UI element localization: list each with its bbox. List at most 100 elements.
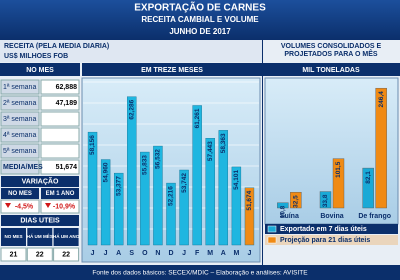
week-label: 2ª semana [3, 100, 36, 107]
bar [244, 187, 255, 246]
x-tick-label: A [116, 250, 121, 257]
days-label: HÁ UM ANO [53, 233, 80, 239]
days-value: 21 [10, 251, 18, 258]
footer: Fonte dos dados básicos: SECEX/MDIC – El… [92, 270, 308, 277]
x-tick-label: Bovina [320, 213, 343, 220]
value-label: 32,5 [293, 195, 300, 208]
avg-label: MEDIA/MES [3, 164, 43, 171]
bar [362, 167, 374, 209]
bar [153, 145, 163, 246]
bar [205, 138, 215, 246]
trend-head [82, 63, 262, 76]
x-tick-label: M [207, 250, 213, 257]
down-arrow [5, 203, 11, 208]
chart-title: VOLUMES CONSOLIDADOS E PROJETADOS PARA O… [280, 43, 382, 58]
legend-bg [265, 224, 398, 234]
revenue-unit: US$ MILHOES FOB [4, 53, 68, 60]
days-value: 22 [62, 251, 70, 258]
footer-bg [0, 265, 400, 280]
left-head [0, 40, 262, 62]
x-tick-label: J [248, 250, 252, 257]
days-cell [26, 247, 53, 262]
chart-subtitle: MIL TONELADAS [302, 67, 360, 74]
value-label: 54,960 [102, 162, 109, 182]
value-label: 57,443 [207, 141, 214, 161]
value-cell [40, 127, 80, 143]
value-label: 246,4 [378, 91, 385, 108]
week-cell [0, 79, 40, 95]
legend-swatch [267, 236, 277, 244]
var-sub [41, 188, 79, 199]
days-label: NO MES [4, 234, 22, 239]
bar [113, 172, 124, 246]
days-sub [27, 228, 53, 246]
x-tick-label: N [155, 250, 160, 257]
bar [277, 202, 289, 209]
value-label: 53,742 [181, 173, 188, 193]
legend-bg [265, 235, 398, 245]
value-label: 61,261 [194, 108, 201, 128]
var-title: VARIAÇÃO [22, 176, 59, 185]
bar [166, 182, 176, 246]
avg-value-cell [40, 159, 80, 175]
week-cell [0, 111, 40, 127]
x-tick-label: J [182, 250, 186, 257]
avg-cell [0, 159, 40, 175]
subtitle: RECEITA CAMBIAL E VOLUME [141, 15, 259, 24]
value-cell [40, 79, 80, 95]
bar [290, 191, 302, 209]
value-cell [40, 95, 80, 111]
var-value: -4,5% [15, 203, 34, 210]
var-head [1, 176, 79, 187]
var-label: NO MES [8, 191, 32, 197]
x-tick-label: S [129, 250, 134, 257]
days-head [1, 215, 79, 226]
week-cell [0, 143, 40, 159]
header-bg [0, 0, 400, 40]
week-label: 1ª semana [3, 84, 36, 91]
bar [192, 105, 202, 246]
revenue-title: RECEITA (PELA MEDIA DIARIA) [4, 43, 109, 50]
days-cell [0, 247, 27, 262]
value-label: 10,8 [280, 205, 287, 218]
value-label: 33,8 [322, 194, 329, 207]
date: JUNHO DE 2017 [169, 27, 231, 36]
x-tick-label: O [142, 250, 148, 257]
week-label: 5ª semana [3, 148, 36, 155]
week-label: 4ª semana [3, 132, 36, 139]
value-label: 58,363 [220, 133, 227, 153]
bar [332, 158, 345, 209]
x-tick-label: J [91, 250, 95, 257]
week-value: 62,888 [56, 84, 78, 91]
value-label: 52,216 [168, 186, 175, 206]
value-label: 55,833 [142, 155, 149, 175]
bar [231, 166, 242, 246]
volume-head [263, 63, 400, 76]
x-tick-label: J [104, 250, 108, 257]
value-label: 62,286 [128, 99, 135, 119]
days-title: DIAS UTEIS [20, 217, 60, 224]
value-label: 51,674 [246, 190, 253, 210]
week-value: 47,189 [56, 100, 78, 107]
bar [375, 87, 387, 209]
value-label: 101,5 [335, 161, 342, 178]
x-tick-label: De frango [358, 213, 391, 220]
bar [179, 169, 189, 246]
bar [87, 131, 98, 246]
week-cell [0, 95, 40, 111]
bar [319, 191, 332, 209]
x-tick-label: Suína [280, 213, 299, 220]
legend-label: Projeção para 21 dias úteis [280, 237, 370, 244]
week-cell [0, 127, 40, 143]
legend-swatch [267, 225, 277, 233]
days-sub [53, 228, 79, 246]
month-head [0, 63, 80, 76]
chart-title: EM TREZE MESES [141, 67, 203, 74]
var-value: -10,9% [53, 203, 76, 210]
value-label: 56,532 [155, 149, 162, 169]
days-value: 22 [36, 251, 44, 258]
value-label: 54,101 [233, 170, 240, 190]
value-label: 82,1 [365, 171, 372, 184]
